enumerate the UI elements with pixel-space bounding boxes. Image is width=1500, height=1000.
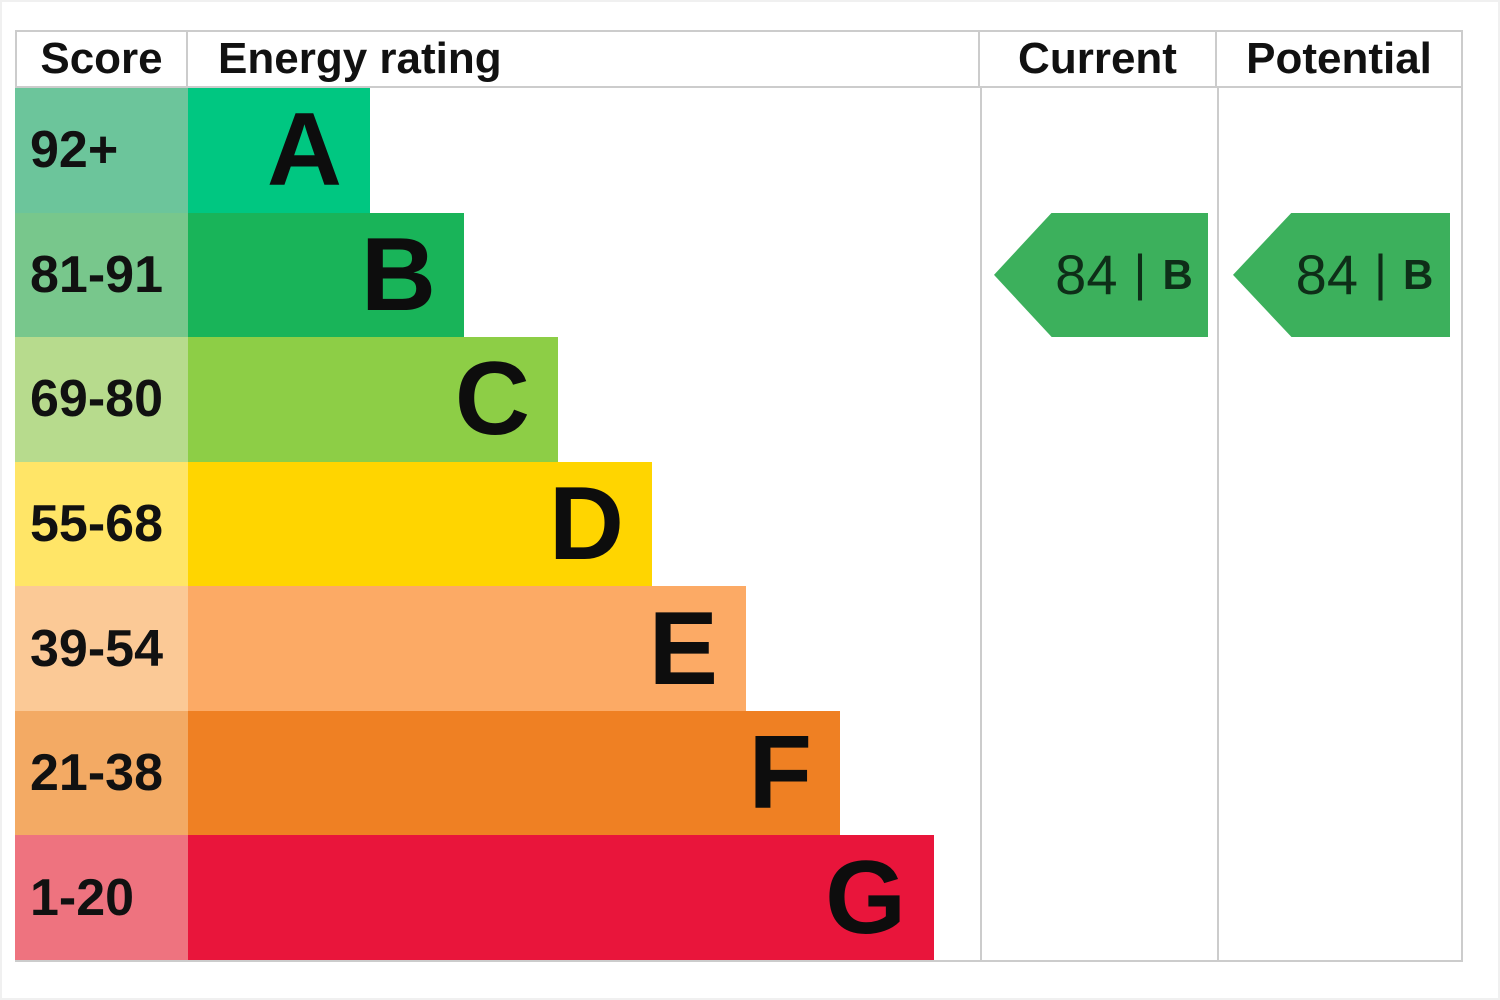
potential-rating-arrow: 84 | B [1233,212,1450,338]
band-e-letter: E [648,590,718,707]
current-rating-arrow: 84 | B [994,212,1208,338]
band-d-score: 55-68 [15,461,188,587]
band-c-row: 69-80 C [15,337,1463,462]
current-cell-c [980,337,1217,462]
band-d-bar-area: D [188,461,980,587]
band-e-bar: E [188,586,746,711]
band-d-letter: D [548,466,624,583]
potential-rating-separator: | [1373,244,1387,301]
band-e-score: 39-54 [15,586,188,711]
current-cell-g [980,835,1217,961]
band-b-letter: B [360,216,436,333]
current-rating-letter: B [1162,250,1193,298]
band-a-letter: A [266,92,342,209]
current-cell-d [980,461,1217,587]
band-f-bar: F [188,710,840,836]
score-header: Score [15,30,188,88]
band-d-bar: D [188,461,652,587]
band-b-bar: B [188,212,464,338]
band-f-score: 21-38 [15,710,188,836]
band-g-letter: G [825,839,906,956]
potential-cell-a [1217,88,1463,213]
band-f-letter: F [748,715,812,832]
band-b-score: 81-91 [15,212,188,338]
table-body: 92+ A 81-91 B 84 | B [15,88,1463,962]
current-rating-value: 84 [1055,242,1118,306]
band-g-score: 1-20 [15,835,188,961]
band-c-letter: C [454,341,530,458]
current-header: Current [980,30,1217,88]
band-g-row: 1-20 G [15,835,1463,961]
potential-cell-f [1217,710,1463,836]
potential-cell-e [1217,586,1463,711]
band-b-bar-area: B [188,212,980,338]
band-a-score: 92+ [15,88,188,213]
energy-rating-header: Energy rating [188,30,980,88]
current-cell-e [980,586,1217,711]
potential-cell-c [1217,337,1463,462]
band-g-bar-area: G [188,835,980,961]
current-cell-a [980,88,1217,213]
epc-chart: Score Energy rating Current Potential 92… [15,30,1463,962]
table-header-row: Score Energy rating Current Potential [15,30,1463,88]
band-c-bar: C [188,337,558,462]
band-a-bar-area: A [188,88,980,213]
band-d-row: 55-68 D [15,461,1463,587]
current-cell-b: 84 | B [980,212,1217,338]
band-c-score: 69-80 [15,337,188,462]
potential-rating-letter: B [1402,250,1434,298]
band-e-bar-area: E [188,586,980,711]
potential-rating-value: 84 [1295,242,1358,306]
band-e-row: 39-54 E [15,586,1463,711]
potential-cell-g [1217,835,1463,961]
band-g-bar: G [188,835,934,961]
band-a-row: 92+ A [15,88,1463,213]
potential-cell-b: 84 | B [1217,212,1463,338]
band-c-bar-area: C [188,337,980,462]
band-f-row: 21-38 F [15,710,1463,836]
band-f-bar-area: F [188,710,980,836]
current-cell-f [980,710,1217,836]
current-rating-separator: | [1133,244,1147,301]
potential-cell-d [1217,461,1463,587]
band-b-row: 81-91 B 84 | B 84 | B [15,212,1463,338]
band-a-bar: A [188,88,370,213]
potential-header: Potential [1217,30,1463,88]
